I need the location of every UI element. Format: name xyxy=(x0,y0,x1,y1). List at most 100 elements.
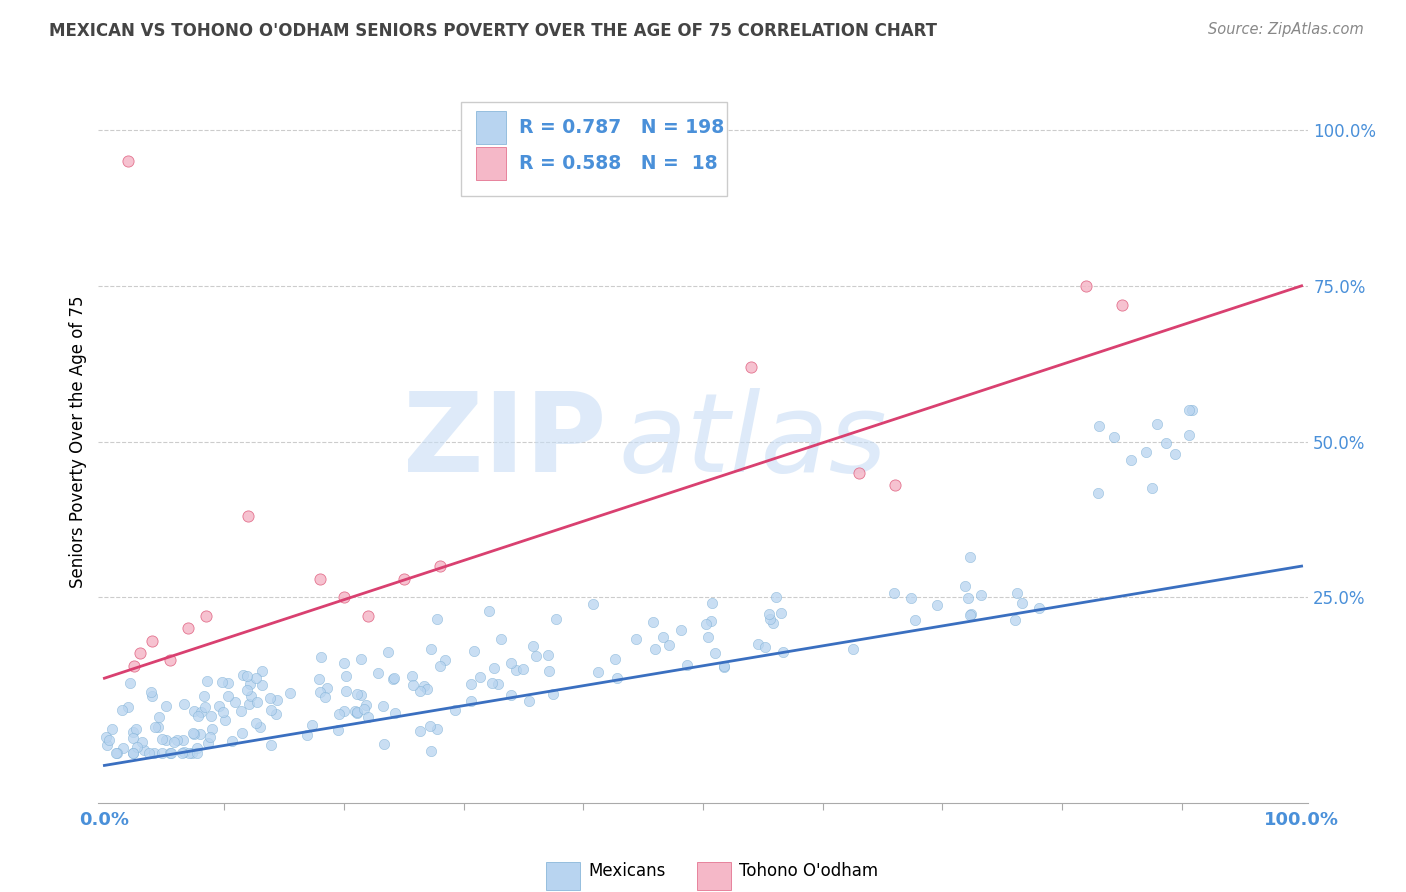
Point xyxy=(416,682,439,697)
Point xyxy=(956,591,979,606)
Point xyxy=(377,645,399,659)
Point xyxy=(1074,278,1097,293)
Point xyxy=(484,661,506,675)
Point xyxy=(713,659,735,673)
Point xyxy=(173,697,195,711)
Point xyxy=(772,645,794,659)
Point xyxy=(1135,444,1157,458)
Point xyxy=(522,639,544,653)
Point xyxy=(904,613,927,627)
Point xyxy=(758,607,780,621)
Point xyxy=(463,644,485,658)
Point xyxy=(309,572,332,586)
Point xyxy=(94,730,117,744)
Point xyxy=(402,678,425,692)
Point xyxy=(217,689,239,703)
Point xyxy=(259,703,281,717)
Point xyxy=(541,687,564,701)
Point xyxy=(266,693,288,707)
Point xyxy=(195,609,218,624)
Point xyxy=(105,746,128,760)
Point xyxy=(883,478,905,492)
Point xyxy=(392,572,415,586)
Point xyxy=(245,716,267,731)
Point xyxy=(713,660,735,674)
Point xyxy=(925,598,948,612)
Point xyxy=(1164,447,1187,461)
Point xyxy=(1087,485,1109,500)
Point xyxy=(148,720,170,734)
Point xyxy=(409,684,432,698)
Point xyxy=(702,596,724,610)
Point xyxy=(582,597,605,611)
Point xyxy=(517,694,540,708)
Point xyxy=(426,723,449,737)
Text: atlas: atlas xyxy=(619,388,887,495)
Point xyxy=(112,741,135,756)
Point xyxy=(468,670,491,684)
Point xyxy=(309,649,332,664)
Point xyxy=(486,677,509,691)
Point xyxy=(143,746,166,760)
Point xyxy=(350,689,373,703)
Point xyxy=(111,703,134,717)
Text: Source: ZipAtlas.com: Source: ZipAtlas.com xyxy=(1208,22,1364,37)
Point xyxy=(676,658,699,673)
Point xyxy=(491,632,513,646)
Bar xyxy=(475,111,506,144)
Point xyxy=(478,604,501,618)
Point xyxy=(314,690,336,704)
Point xyxy=(1111,297,1133,311)
Point xyxy=(190,705,212,719)
Point xyxy=(177,621,200,635)
Point xyxy=(747,637,769,651)
Point xyxy=(537,648,560,663)
Point xyxy=(96,738,118,752)
Point xyxy=(150,731,173,746)
Point xyxy=(524,648,547,663)
Point xyxy=(308,685,330,699)
Point xyxy=(367,666,389,681)
Point xyxy=(960,607,983,622)
Point xyxy=(127,740,149,755)
Point xyxy=(245,671,267,685)
Point xyxy=(246,695,269,709)
Point xyxy=(129,646,152,660)
Point xyxy=(239,689,262,703)
Point xyxy=(232,668,254,682)
Point xyxy=(460,694,482,708)
Point xyxy=(224,695,246,709)
Point xyxy=(343,705,366,719)
Point xyxy=(754,640,776,655)
Point xyxy=(236,509,259,524)
Point xyxy=(697,630,720,644)
Point xyxy=(159,652,181,666)
Point xyxy=(250,678,273,692)
Point xyxy=(211,674,233,689)
Point xyxy=(200,709,222,723)
Point xyxy=(420,642,443,657)
Point xyxy=(1181,403,1204,417)
Point xyxy=(770,606,793,620)
Point xyxy=(239,677,262,691)
Point xyxy=(350,651,373,665)
Point xyxy=(335,668,357,682)
Point xyxy=(141,690,163,704)
Point xyxy=(316,681,339,695)
Point xyxy=(101,722,124,736)
Point xyxy=(382,672,405,686)
Point xyxy=(198,730,221,744)
Point xyxy=(1102,430,1125,444)
Point xyxy=(900,591,922,605)
Point xyxy=(181,726,204,740)
Point xyxy=(586,665,609,679)
Point xyxy=(970,588,993,602)
Point xyxy=(429,559,451,574)
Text: R = 0.588   N =  18: R = 0.588 N = 18 xyxy=(519,153,718,173)
Point xyxy=(505,663,527,677)
Point xyxy=(138,746,160,760)
Point xyxy=(155,733,177,747)
Point xyxy=(238,697,260,711)
Point xyxy=(280,686,302,700)
Point xyxy=(301,718,323,732)
